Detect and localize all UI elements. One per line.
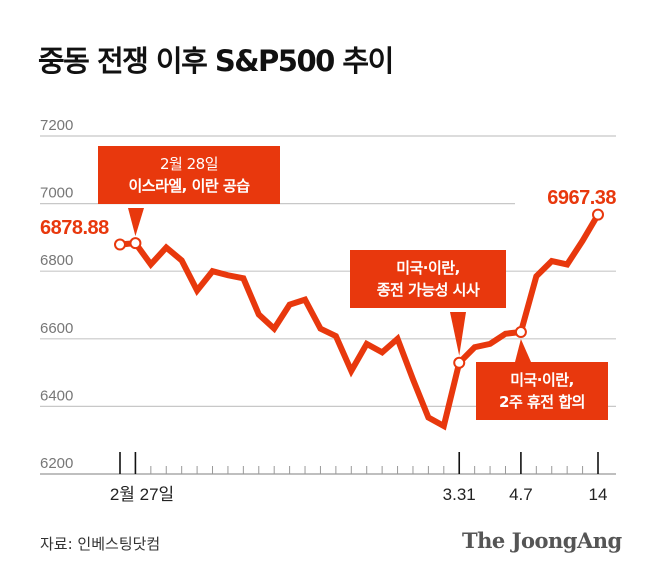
publisher-logo: The JoongAng: [462, 528, 622, 553]
y-tick-label: 6200: [40, 455, 73, 472]
chart-title: 중동 전쟁 이후 S&P500 추이: [38, 44, 394, 78]
annotation-pointer: [515, 339, 531, 362]
data-point-marker: [114, 238, 126, 251]
annotation-pointer: [128, 208, 144, 237]
source-note: 자료: 인베스팅닷컴: [40, 535, 161, 553]
label-background: [515, 182, 616, 212]
data-point-marker: [453, 356, 466, 369]
data-point-marker: [514, 326, 527, 339]
annotation-line2: 종전 가능성 시사: [376, 281, 480, 299]
x-tick-label: 4.7: [509, 485, 533, 504]
annotation-pointer: [450, 312, 466, 356]
annotation-end-of-war-hint: 미국·이란, 종전 가능성 시사: [350, 250, 506, 308]
annotation-israel-iran-strike: 2월 28일 이스라엘, 이란 공습: [98, 146, 280, 204]
data-point-marker: [592, 208, 604, 221]
y-tick-label: 6400: [40, 387, 73, 404]
y-tick-label: 6800: [40, 252, 73, 269]
x-tick-label: 3.31: [443, 485, 476, 504]
data-label: 6967.38: [547, 187, 616, 209]
annotation-line1: 미국·이란,: [510, 371, 574, 389]
annotation-line1: 미국·이란,: [396, 259, 460, 277]
y-tick-label: 7200: [40, 117, 73, 134]
annotation-line1: 2월 28일: [160, 155, 219, 173]
annotation-line2: 2주 휴전 합의: [499, 393, 585, 411]
x-tick-label: 2월 27일: [110, 485, 174, 504]
y-tick-label: 7000: [40, 185, 73, 202]
data-label: 6878.88: [40, 217, 109, 239]
annotation-ceasefire: 미국·이란, 2주 휴전 합의: [476, 362, 608, 420]
x-tick-label: 14: [589, 485, 608, 504]
y-tick-label: 6600: [40, 320, 73, 337]
data-point-marker: [129, 237, 142, 250]
annotation-line2: 이스라엘, 이란 공습: [128, 177, 250, 195]
